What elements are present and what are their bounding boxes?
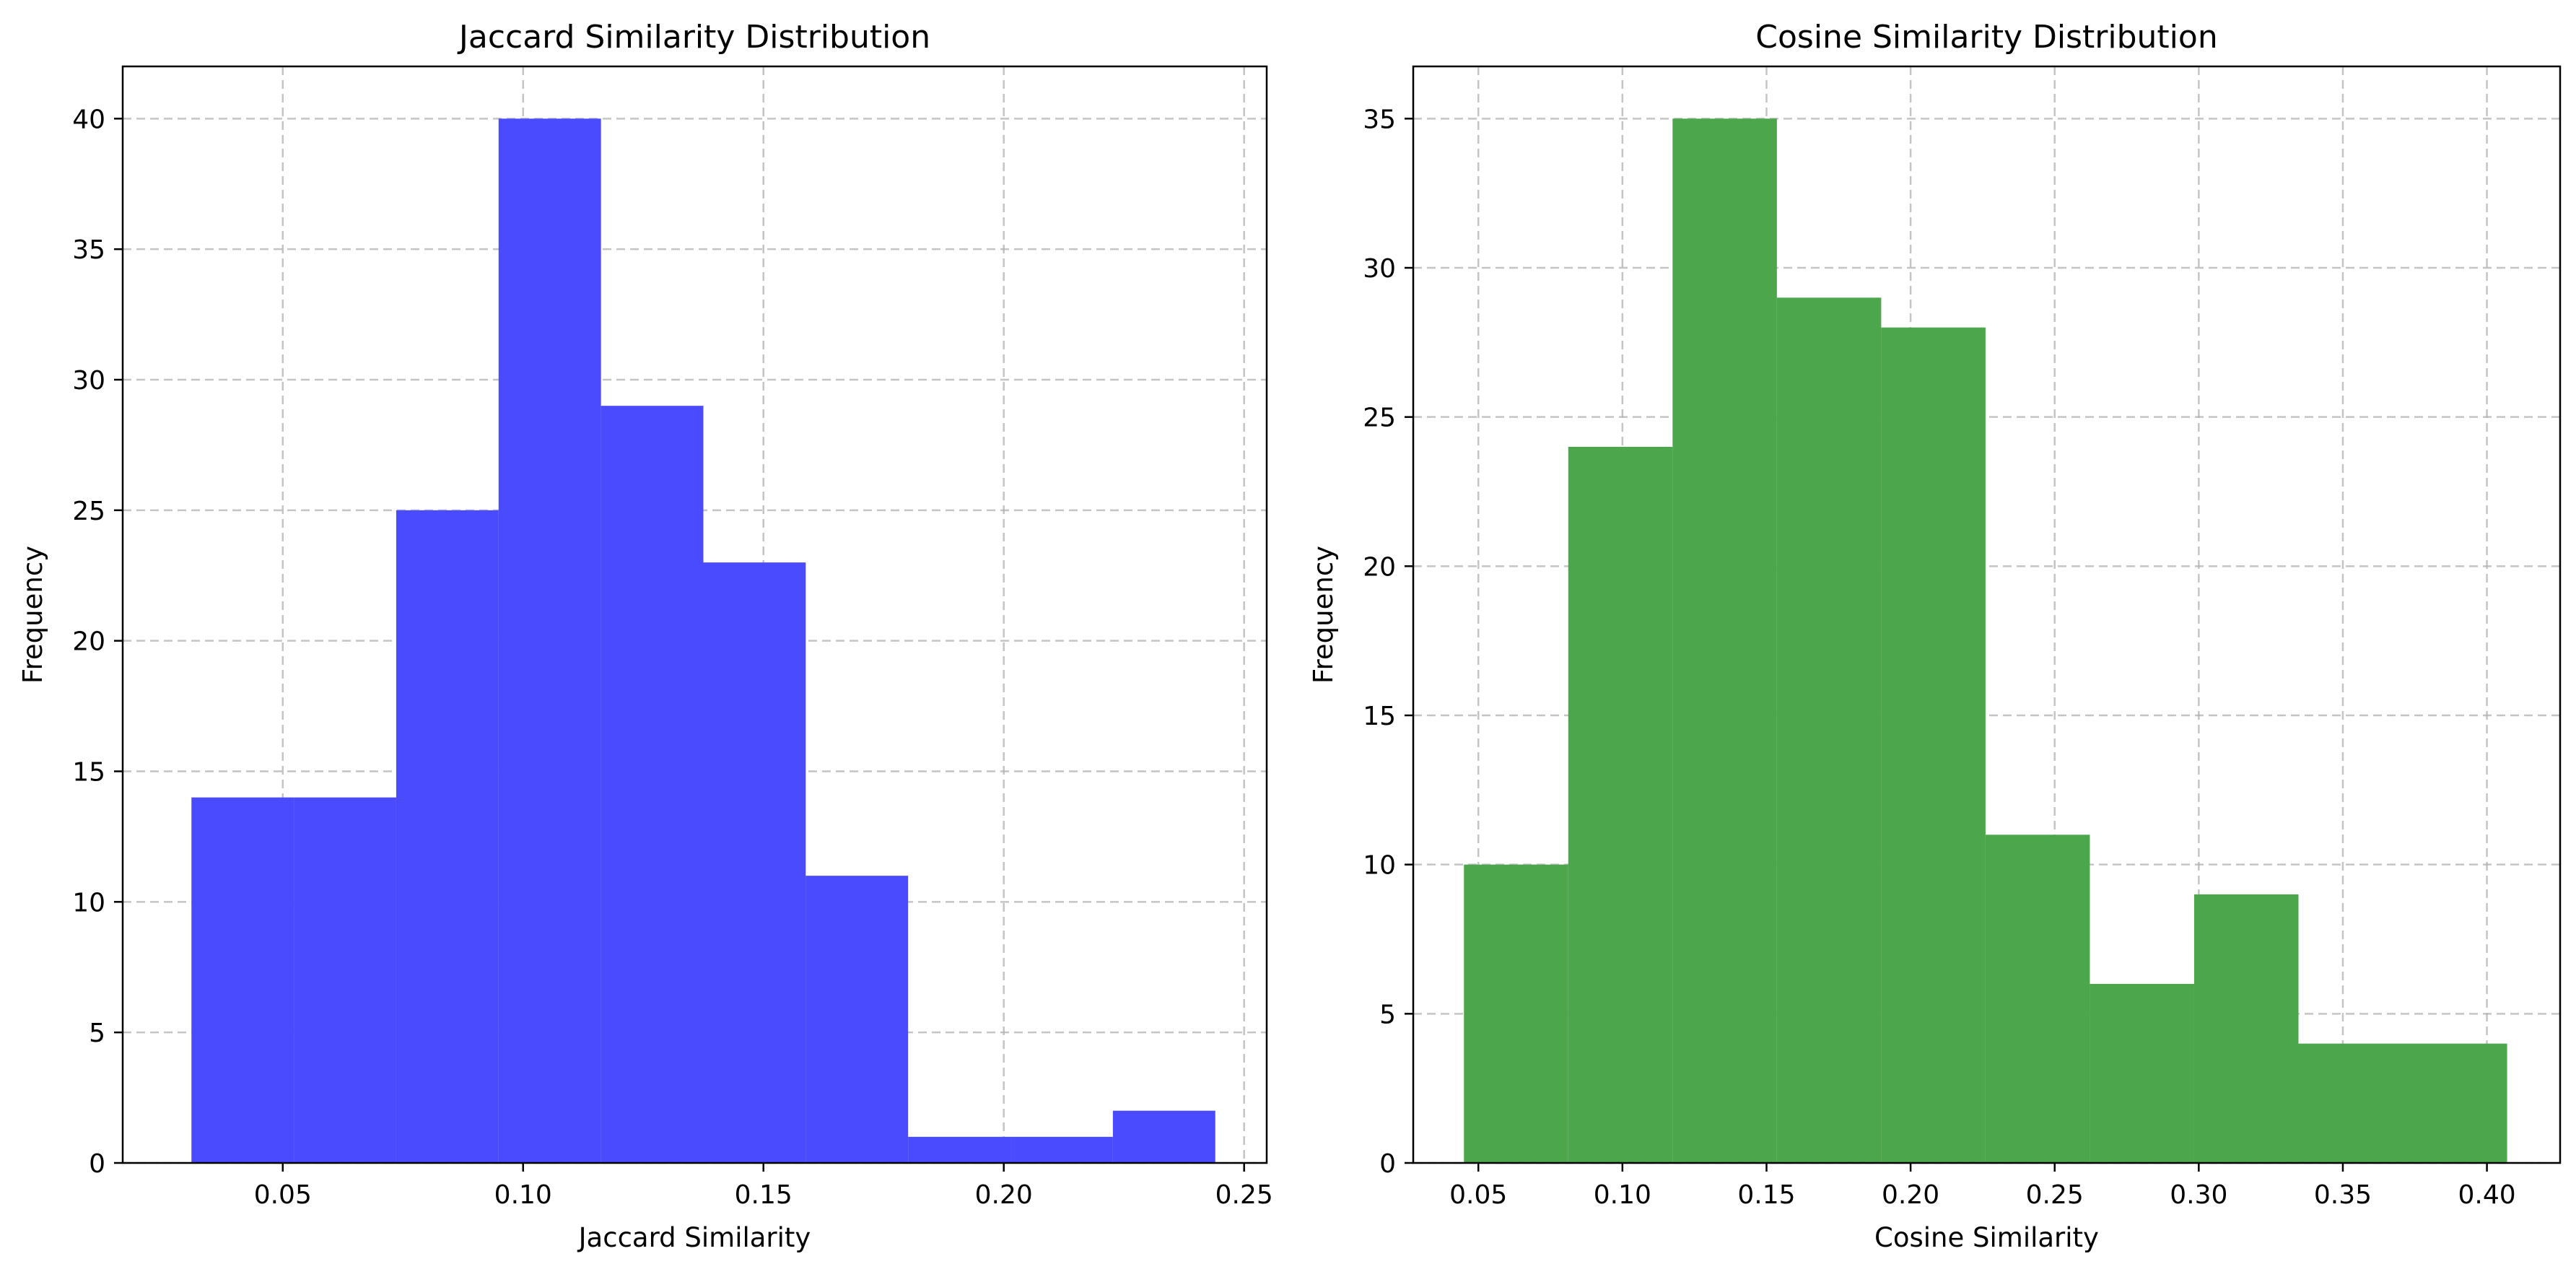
jaccard-chart-title: Jaccard Similarity Distribution: [457, 19, 930, 56]
cosine-bar-10: [2403, 1043, 2507, 1163]
cosine-x-tick-label-3: 0.15: [1737, 1180, 1795, 1210]
cosine-x-tick-label-7: 0.35: [2314, 1180, 2372, 1210]
cosine-y-tick-label-2: 5: [1379, 1000, 1396, 1029]
jaccard-bar-3: [396, 510, 499, 1163]
jaccard-histogram: 0.05 0.10 0.15 0.20 0.25 0 5 10 15 20 25 30 35 40 Jac…: [17, 19, 1273, 1253]
jaccard-x-tick-label-1: 0.05: [254, 1180, 312, 1210]
cosine-bar-3: [1672, 118, 1777, 1163]
jaccard-y-tick-label-9: 40: [72, 105, 105, 134]
cosine-x-tick-label-8: 0.40: [2458, 1180, 2516, 1210]
cosine-bar-2: [1568, 447, 1673, 1163]
jaccard-bars: [191, 118, 1215, 1163]
jaccard-bar-7: [805, 876, 909, 1163]
jaccard-y-tick-label-6: 25: [72, 497, 105, 526]
cosine-y-tick-label-1: 0: [1379, 1149, 1396, 1179]
cosine-bar-8: [2193, 894, 2299, 1163]
cosine-y-tick-label-4: 15: [1363, 702, 1396, 731]
jaccard-bar-10: [1112, 1110, 1215, 1163]
cosine-x-tick-label-5: 0.25: [2026, 1180, 2084, 1210]
jaccard-y-tick-label-5: 20: [72, 627, 105, 657]
cosine-bar-5: [1881, 327, 1986, 1164]
jaccard-x-tick-label-3: 0.15: [735, 1180, 793, 1210]
cosine-x-tick-label-1: 0.05: [1449, 1180, 1507, 1210]
cosine-y-tick-label-8: 35: [1363, 105, 1396, 134]
jaccard-bar-6: [703, 562, 806, 1163]
cosine-x-tick-label-2: 0.10: [1594, 1180, 1651, 1210]
jaccard-x-tick-label-5: 0.25: [1215, 1180, 1273, 1210]
cosine-y-tick-label-7: 30: [1363, 254, 1396, 284]
cosine-bar-6: [1985, 834, 2090, 1163]
jaccard-y-tick-label-7: 30: [72, 366, 105, 396]
jaccard-y-tick-label-3: 10: [72, 888, 105, 918]
cosine-bars: [1464, 118, 2507, 1164]
cosine-bar-1: [1464, 864, 1568, 1163]
cosine-y-tick-label-5: 20: [1363, 552, 1396, 582]
jaccard-y-tick-label-2: 5: [89, 1019, 105, 1048]
cosine-bar-9: [2298, 1043, 2403, 1163]
jaccard-plot-frame: [121, 65, 1268, 1164]
jaccard-bar-5: [601, 406, 704, 1163]
jaccard-x-tick-label-4: 0.20: [975, 1180, 1033, 1210]
cosine-x-tick-label-4: 0.20: [1882, 1180, 1939, 1210]
jaccard-bar-9: [1010, 1136, 1113, 1163]
jaccard-bar-4: [498, 118, 601, 1163]
cosine-x-axis-label: Cosine Similarity: [1874, 1222, 2099, 1253]
cosine-chart-title: Cosine Similarity Distribution: [1755, 19, 2217, 56]
cosine-y-tick-label-6: 25: [1363, 404, 1396, 433]
jaccard-bar-1: [191, 797, 294, 1163]
jaccard-x-tick-label-2: 0.10: [494, 1180, 552, 1210]
cosine-bar-7: [2090, 984, 2194, 1163]
jaccard-bar-8: [908, 1136, 1011, 1163]
cosine-ticks: 0.05 0.10 0.15 0.20 0.25 0.30 0.35 0.40 0 5 10 15 20…: [1363, 105, 2515, 1210]
cosine-y-axis-label: Frequency: [1308, 546, 1339, 684]
jaccard-y-tick-label-4: 15: [72, 758, 105, 788]
cosine-y-tick-label-3: 10: [1363, 851, 1396, 881]
jaccard-y-tick-label-8: 35: [72, 235, 105, 265]
cosine-bar-4: [1776, 297, 1882, 1163]
jaccard-y-axis-label: Frequency: [17, 546, 48, 684]
jaccard-y-tick-label-1: 0: [89, 1149, 105, 1179]
cosine-plot-frame: [1412, 65, 2562, 1164]
jaccard-x-axis-label: Jaccard Similarity: [577, 1222, 811, 1253]
cosine-histogram: 0.05 0.10 0.15 0.20 0.25 0.30 0.35 0.40 0 5 10 15 20…: [1308, 19, 2562, 1253]
jaccard-ticks: 0.05 0.10 0.15 0.20 0.25 0 5 10 15 20 25 30 35 40: [72, 105, 1273, 1210]
jaccard-bar-2: [294, 797, 396, 1163]
cosine-x-tick-label-6: 0.30: [2170, 1180, 2227, 1210]
